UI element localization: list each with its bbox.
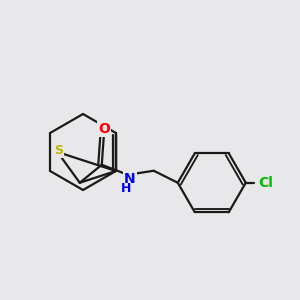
Text: N: N (124, 172, 136, 186)
Text: Cl: Cl (258, 176, 273, 190)
Text: O: O (98, 122, 110, 136)
Text: S: S (54, 143, 63, 157)
Text: H: H (121, 182, 131, 195)
